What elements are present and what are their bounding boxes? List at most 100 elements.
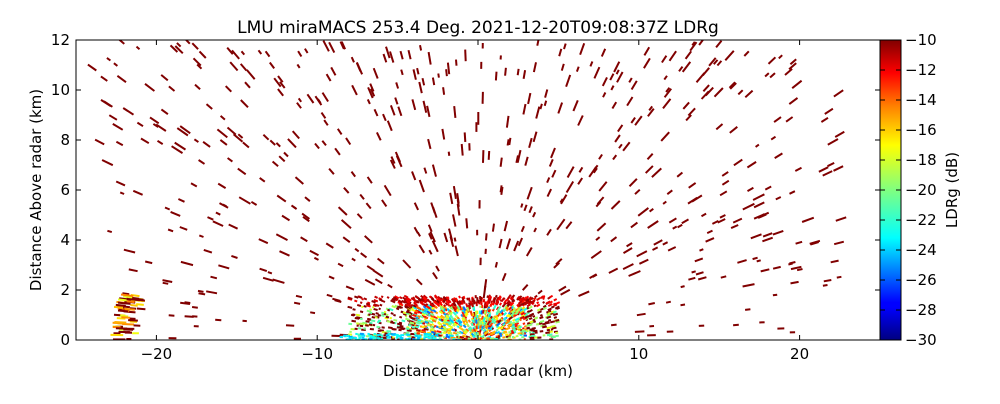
ldr-speck xyxy=(503,298,504,300)
ldr-speck xyxy=(377,132,381,140)
ldr-speck xyxy=(762,238,772,242)
ldr-speck xyxy=(511,331,513,332)
ldr-speck xyxy=(536,324,539,325)
ldr-speck xyxy=(527,328,530,329)
ldr-speck xyxy=(489,318,491,321)
ldr-speck xyxy=(564,44,566,50)
ldr-speck xyxy=(305,197,310,201)
ldr-speck xyxy=(294,303,300,304)
ldr-speck xyxy=(543,308,546,310)
ldr-speck xyxy=(579,291,590,296)
ldr-speck xyxy=(542,324,546,325)
ldr-speck xyxy=(310,251,319,256)
ldr-speck xyxy=(133,191,142,195)
ldr-speck xyxy=(744,51,749,56)
ldr-speck xyxy=(580,43,584,54)
ldr-speck xyxy=(451,338,456,339)
ldr-speck xyxy=(286,325,294,326)
ldr-speck xyxy=(637,314,646,315)
ldr-speck xyxy=(819,167,828,172)
ldr-speck xyxy=(418,316,421,317)
ldr-speck xyxy=(500,327,503,328)
ldr-speck xyxy=(489,298,490,301)
ldr-speck xyxy=(433,310,436,312)
ldr-speck xyxy=(427,325,430,326)
colorbar-tick-label: −20 xyxy=(905,181,937,199)
ldr-speck xyxy=(354,296,358,297)
ldr-speck xyxy=(297,64,299,68)
ldr-speck xyxy=(486,327,487,329)
ldr-speck xyxy=(524,326,526,327)
ldr-speck xyxy=(428,315,430,316)
ldr-speck xyxy=(385,185,391,195)
ldr-speck xyxy=(662,56,667,63)
ldr-speck xyxy=(623,142,630,151)
ldr-speck xyxy=(541,309,544,310)
ldr-speck xyxy=(533,316,535,317)
ldr-speck xyxy=(738,90,742,94)
ldr-speck xyxy=(114,63,118,66)
ldr-speck xyxy=(745,309,750,310)
ldr-speck xyxy=(403,260,411,268)
ldr-speck xyxy=(218,184,225,189)
ldr-speck xyxy=(395,98,397,105)
ldr-speck xyxy=(722,172,728,176)
ldr-speck xyxy=(779,55,782,58)
ldr-speck xyxy=(550,321,555,322)
ldr-speck xyxy=(380,305,382,306)
ldr-speck xyxy=(125,309,135,310)
ldr-speck xyxy=(528,324,532,325)
ldr-speck xyxy=(409,50,411,59)
ldr-speck xyxy=(630,179,637,187)
ldr-speck xyxy=(661,132,669,141)
ldr-speck xyxy=(168,230,173,232)
ldr-speck xyxy=(88,65,96,71)
ldr-speck xyxy=(194,58,201,65)
ldr-speck xyxy=(518,69,519,75)
ldr-speck xyxy=(686,115,691,120)
y-tick-label: 6 xyxy=(60,181,70,199)
ldr-speck xyxy=(401,70,403,75)
ldr-speck xyxy=(521,204,522,208)
ldr-speck xyxy=(443,333,446,334)
ldr-speck xyxy=(351,315,354,316)
ldr-speck xyxy=(372,317,375,318)
ldr-speck xyxy=(465,132,466,142)
ldr-speck xyxy=(648,221,659,228)
ldr-speck xyxy=(612,201,620,209)
ldr-speck xyxy=(472,323,473,326)
ldr-speck xyxy=(361,253,367,257)
x-tick-label: −10 xyxy=(301,345,333,363)
ldr-speck xyxy=(384,312,386,313)
ldr-speck xyxy=(467,298,468,301)
ldr-speck xyxy=(627,243,633,246)
ldr-speck xyxy=(460,324,462,326)
ldr-speck xyxy=(568,167,574,178)
ldr-speck xyxy=(679,67,683,72)
ldr-speck xyxy=(624,248,633,253)
ldr-speck xyxy=(527,311,529,312)
ldr-speck xyxy=(612,102,616,108)
ldr-speck xyxy=(453,325,456,326)
ldr-speck xyxy=(442,330,447,331)
ldr-speck xyxy=(226,86,232,92)
ldr-speck xyxy=(716,124,722,129)
ldr-speck xyxy=(268,272,272,273)
ldr-speck xyxy=(737,260,746,263)
ldr-speck xyxy=(448,63,449,75)
ldr-speck xyxy=(412,99,415,110)
ldr-speck xyxy=(553,304,555,305)
ldr-speck xyxy=(718,219,726,223)
ldr-speck xyxy=(488,327,490,329)
colorbar-tick-label: −18 xyxy=(905,151,937,169)
ldr-speck xyxy=(769,57,776,64)
ldr-speck xyxy=(468,338,471,339)
ldr-speck xyxy=(669,218,676,222)
ldr-speck xyxy=(180,227,187,230)
ldr-speck xyxy=(599,155,602,160)
ldr-speck xyxy=(551,326,556,327)
ldr-speck xyxy=(360,302,362,303)
ldr-speck xyxy=(496,72,497,81)
ldr-speck xyxy=(618,125,623,132)
